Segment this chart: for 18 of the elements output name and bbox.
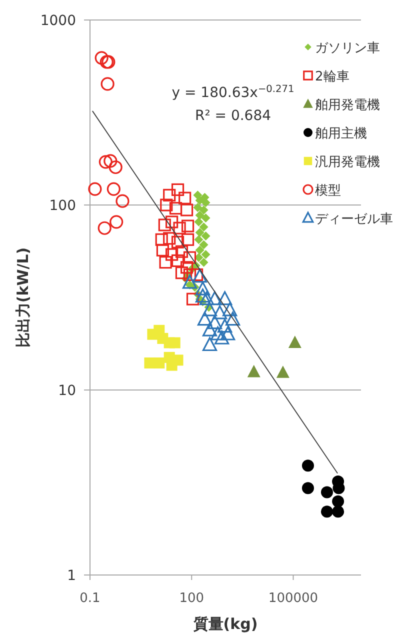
x-tick-label: 0.1 [80, 591, 100, 606]
legend-label: 舶用主機 [315, 126, 367, 142]
y-tick-label: 1 [67, 568, 76, 584]
annotation: R² = 0.684 [194, 108, 272, 124]
x-axis-title: 質量(kg) [192, 615, 258, 633]
y-tick-label: 10 [58, 383, 76, 399]
annotation: y = 180.63x$^{−0.271}$ [172, 84, 294, 101]
y-axis-title: 比出力(kW/L) [14, 247, 32, 348]
x-tick-label: 100 [179, 591, 204, 606]
legend-label: 舶用発電機 [315, 98, 380, 113]
y-tick-label: 100 [49, 198, 76, 214]
legend-label: 汎用発電機 [315, 155, 380, 170]
y-tick-label: 1000 [40, 13, 76, 29]
legend-label: ガソリン車 [315, 41, 380, 56]
x-tick-label: 100000 [268, 591, 318, 606]
legend-label: 模型 [315, 184, 341, 198]
legend-label: 2輪車 [315, 70, 350, 84]
legend-label: ディーゼル車 [315, 212, 393, 227]
